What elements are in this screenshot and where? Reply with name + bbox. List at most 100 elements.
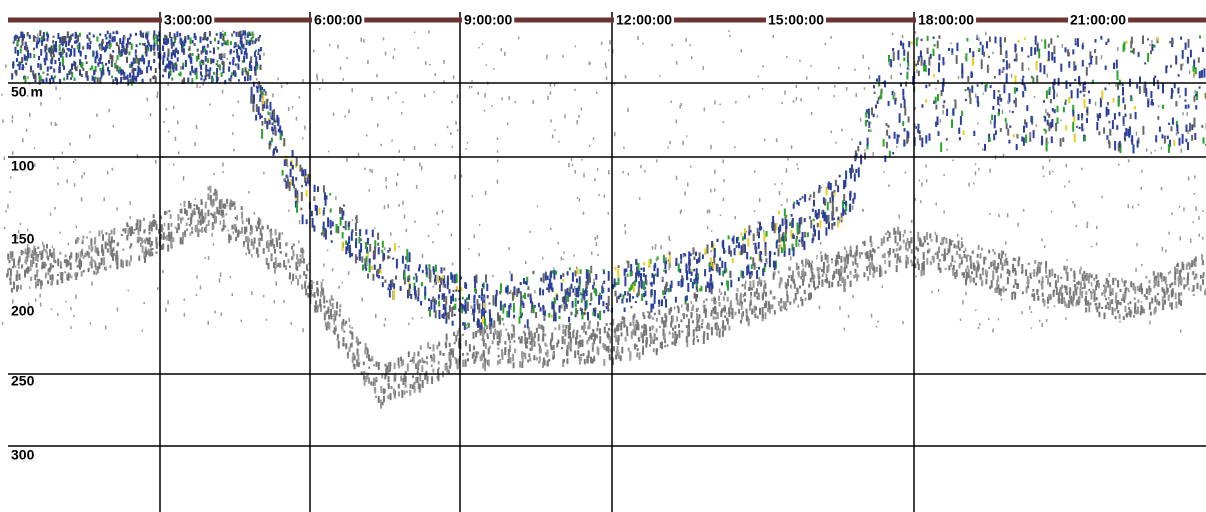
echo-speck [231, 200, 234, 203]
echo-speck [695, 283, 698, 290]
echo-speck [449, 355, 452, 359]
echo-speck [967, 273, 970, 279]
echo-speck [131, 226, 133, 235]
echo-speck [1088, 288, 1091, 291]
echo-speck [299, 254, 302, 258]
echo-speck [1001, 70, 1004, 73]
echo-speck [1202, 279, 1204, 285]
echo-speck [26, 228, 29, 232]
echo-speck [907, 62, 910, 67]
echo-speck [232, 50, 235, 53]
echo-speck [712, 263, 715, 269]
echo-speck [333, 318, 336, 323]
echo-speck [1094, 39, 1097, 43]
echo-speck [545, 344, 548, 347]
echo-speck [1045, 261, 1048, 268]
echo-speck [1095, 280, 1098, 287]
echo-speck [715, 332, 718, 336]
echo-speck [348, 109, 350, 114]
echo-speck [366, 253, 369, 258]
echo-speck [748, 95, 750, 98]
echo-speck [24, 259, 26, 264]
echo-speck [546, 349, 549, 358]
echo-speck [567, 335, 570, 339]
echo-speck [257, 254, 260, 258]
echo-speck [24, 248, 27, 255]
echo-speck [692, 329, 695, 337]
echo-speck [392, 55, 395, 59]
echo-speck [643, 281, 645, 290]
echo-speck [144, 238, 147, 245]
echo-speck [869, 235, 872, 242]
echo-speck [23, 45, 26, 50]
echo-speck [128, 260, 131, 267]
echo-speck [821, 273, 824, 278]
echo-speck [58, 57, 60, 61]
echo-speck [996, 288, 999, 294]
echo-speck [902, 88, 905, 96]
echo-speck [199, 36, 202, 43]
echo-speck [295, 261, 298, 270]
echo-speck [796, 163, 798, 166]
echo-speck [521, 361, 524, 369]
echo-speck [191, 78, 194, 84]
echo-speck [531, 333, 534, 338]
echo-speck [351, 229, 354, 233]
echo-speck [574, 350, 577, 359]
echo-speck [123, 35, 126, 39]
echo-speck [1006, 261, 1009, 266]
echo-speck [1148, 285, 1151, 294]
echo-speck [635, 319, 638, 324]
echo-speck [1136, 84, 1139, 89]
echo-speck [834, 84, 836, 88]
echo-speck [259, 64, 262, 70]
echo-speck [351, 332, 354, 340]
echo-speck [496, 150, 499, 153]
echo-speck [1167, 294, 1170, 301]
echo-speck [497, 312, 499, 322]
echo-speck [1103, 284, 1105, 287]
echo-speck [453, 331, 456, 337]
echo-speck [417, 287, 420, 297]
echo-speck [177, 224, 180, 230]
echo-speck [888, 135, 891, 139]
echo-speck [986, 41, 988, 49]
echo-speck [1042, 298, 1045, 303]
echo-speck [1168, 122, 1171, 125]
echo-speck [393, 289, 395, 300]
echo-speck [634, 323, 637, 328]
echo-speck [75, 252, 78, 261]
echo-speck [203, 33, 206, 40]
echo-speck [1074, 42, 1077, 46]
echo-speck [753, 262, 756, 270]
echo-speck [189, 71, 192, 76]
echo-speck [328, 322, 331, 330]
echo-speck [563, 338, 566, 345]
echo-speck [100, 45, 103, 51]
echo-speck [1139, 285, 1142, 290]
echo-speck [237, 79, 240, 82]
echo-speck [452, 75, 455, 79]
echo-speck [929, 233, 932, 239]
echo-speck [380, 402, 382, 409]
echo-speck [935, 121, 938, 127]
echo-speck [866, 144, 869, 150]
echo-speck [196, 275, 198, 279]
echo-speck [1193, 95, 1196, 102]
echo-speck [32, 256, 35, 264]
echo-speck [389, 365, 392, 371]
echo-speck [1191, 134, 1194, 141]
echo-speck [642, 337, 644, 344]
echo-speck [1008, 63, 1011, 69]
echo-speck [92, 259, 95, 262]
echo-speck [1193, 276, 1196, 280]
echo-speck [1171, 38, 1174, 45]
echo-speck [1032, 77, 1035, 83]
echo-speck [701, 325, 704, 329]
echo-speck [740, 312, 743, 320]
echo-speck [910, 249, 913, 254]
echo-speck [955, 55, 958, 64]
echo-speck [640, 279, 643, 289]
echo-speck [44, 272, 47, 279]
echo-speck [1202, 272, 1205, 276]
